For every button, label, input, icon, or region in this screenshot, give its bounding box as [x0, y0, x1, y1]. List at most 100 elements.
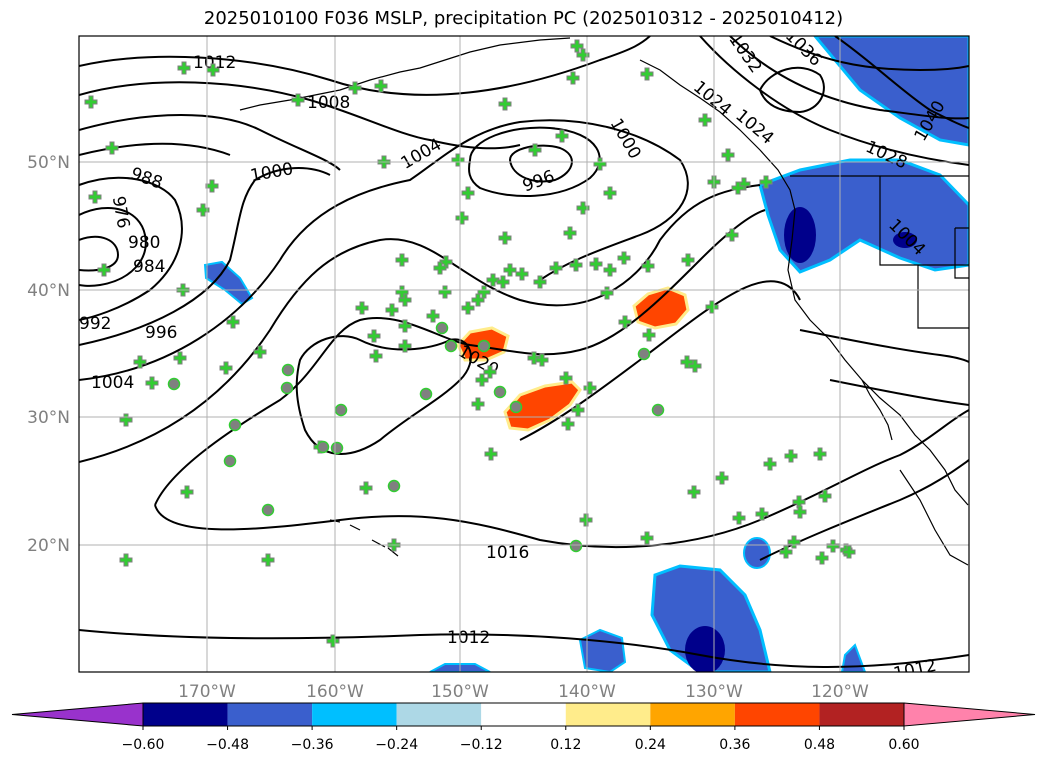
station-cross-marker — [784, 449, 798, 463]
station-cross-marker — [496, 275, 510, 289]
colorbar-segment — [143, 703, 228, 726]
station-cross-marker — [681, 253, 695, 267]
station-cross-marker — [426, 309, 440, 323]
lon-label-130w: 130°W — [685, 682, 743, 702]
station-cross-marker — [471, 293, 485, 307]
precip-core-east — [893, 232, 917, 248]
colorbar-tick-label: 0.24 — [635, 737, 666, 753]
station-circle-marker — [330, 441, 344, 455]
station-cross-marker — [374, 79, 388, 93]
station-cross-marker — [698, 113, 712, 127]
isobar-label: 984 — [133, 257, 165, 277]
station-cross-marker — [687, 485, 701, 499]
station-cross-marker — [291, 93, 305, 107]
station-cross-marker — [355, 301, 369, 315]
station-cross-marker — [498, 97, 512, 111]
colorbar-segments — [11, 702, 1036, 727]
station-cross-marker — [226, 315, 240, 329]
station-cross-marker — [763, 457, 777, 471]
station-circle-marker — [280, 381, 294, 395]
station-cross-marker — [439, 255, 453, 269]
station-cross-marker — [253, 345, 267, 359]
station-cross-marker — [641, 259, 655, 273]
station-cross-marker — [119, 413, 133, 427]
border-state-small — [954, 227, 969, 279]
isobar-label: 980 — [128, 233, 160, 253]
station-circle-marker — [223, 454, 237, 468]
station-cross-marker — [461, 186, 475, 200]
station-cross-marker — [145, 376, 159, 390]
station-cross-marker — [826, 539, 840, 553]
station-cross-marker — [617, 251, 631, 265]
station-cross-marker — [498, 231, 512, 245]
station-cross-marker — [576, 48, 590, 62]
lon-label-170w: 170°W — [178, 682, 236, 702]
station-cross-marker — [600, 286, 614, 300]
isobar-label: 996 — [145, 323, 177, 343]
station-cross-marker — [725, 228, 739, 242]
lon-label-120w: 120°W — [811, 682, 869, 702]
station-cross-marker — [642, 328, 656, 342]
colorbar-segment — [650, 703, 735, 726]
precip-area-east — [632, 286, 690, 330]
station-cross-marker — [177, 61, 191, 75]
station-circle-marker — [387, 479, 401, 493]
station-cross-marker — [503, 263, 517, 277]
station-circle-marker — [419, 387, 433, 401]
lat-label-50n: 50°N — [27, 153, 70, 173]
precip-area-tropical-south — [650, 564, 772, 672]
station-circle-marker — [651, 403, 665, 417]
colorbar-segment — [481, 703, 566, 726]
station-circle-marker — [261, 503, 275, 517]
station-cross-marker — [566, 71, 580, 85]
precip-core-tropical-south — [685, 626, 725, 672]
longitude-labels: 170°W 160°W 150°W 140°W 130°W 120°W — [178, 682, 869, 702]
station-cross-marker — [549, 261, 563, 275]
station-cross-marker — [732, 511, 746, 525]
station-cross-marker — [261, 553, 275, 567]
coastline-mexico — [899, 469, 969, 566]
coastline-north-america — [639, 59, 969, 506]
station-cross-marker — [369, 349, 383, 363]
station-circle-marker — [435, 321, 449, 335]
precip-negative-areas — [203, 36, 969, 672]
station-cross-marker — [589, 257, 603, 271]
station-cross-marker — [818, 489, 832, 503]
border-us-state — [879, 176, 969, 266]
station-cross-marker — [97, 263, 111, 277]
coastline-alaska — [239, 37, 571, 111]
isobar-label: 1016 — [486, 543, 529, 563]
station-cross-marker — [555, 129, 569, 143]
station-cross-marker — [180, 485, 194, 499]
map-content: 1012 1008 1004 1000 996 992 988 984 980 … — [79, 36, 969, 672]
station-circle-marker — [493, 385, 507, 399]
lat-label-40n: 40°N — [27, 281, 70, 301]
station-cross-marker — [205, 179, 219, 193]
station-circle-marker — [509, 400, 523, 414]
station-cross-marker — [433, 261, 447, 275]
station-cross-marker — [483, 365, 497, 379]
colorbar-tick-label: −0.60 — [122, 737, 165, 753]
colorbar-tick-label: −0.12 — [460, 737, 503, 753]
gridlines — [79, 36, 969, 672]
station-cross-marker — [475, 373, 489, 387]
isobar-label: 1012 — [193, 53, 236, 73]
station-cross-marker — [385, 303, 399, 317]
station-cross-marker — [793, 505, 807, 519]
latitude-labels: 50°N 40°N 30°N 20°N — [27, 153, 70, 556]
colorbar-tick-label: −0.24 — [375, 737, 418, 753]
lat-label-30n: 30°N — [27, 408, 70, 428]
station-cross-marker — [721, 148, 735, 162]
station-cross-marker — [787, 535, 801, 549]
station-cross-marker — [576, 201, 590, 215]
coastline-baja — [861, 379, 893, 441]
station-cross-marker — [398, 339, 412, 353]
station-cross-marker — [84, 95, 98, 109]
colorbar-segment — [819, 703, 904, 726]
station-cross-marker — [219, 361, 233, 375]
map-title: 2025010100 F036 MSLP, precipitation PC (… — [203, 8, 844, 29]
lon-label-150w: 150°W — [431, 682, 489, 702]
station-circle-marker — [569, 539, 583, 553]
